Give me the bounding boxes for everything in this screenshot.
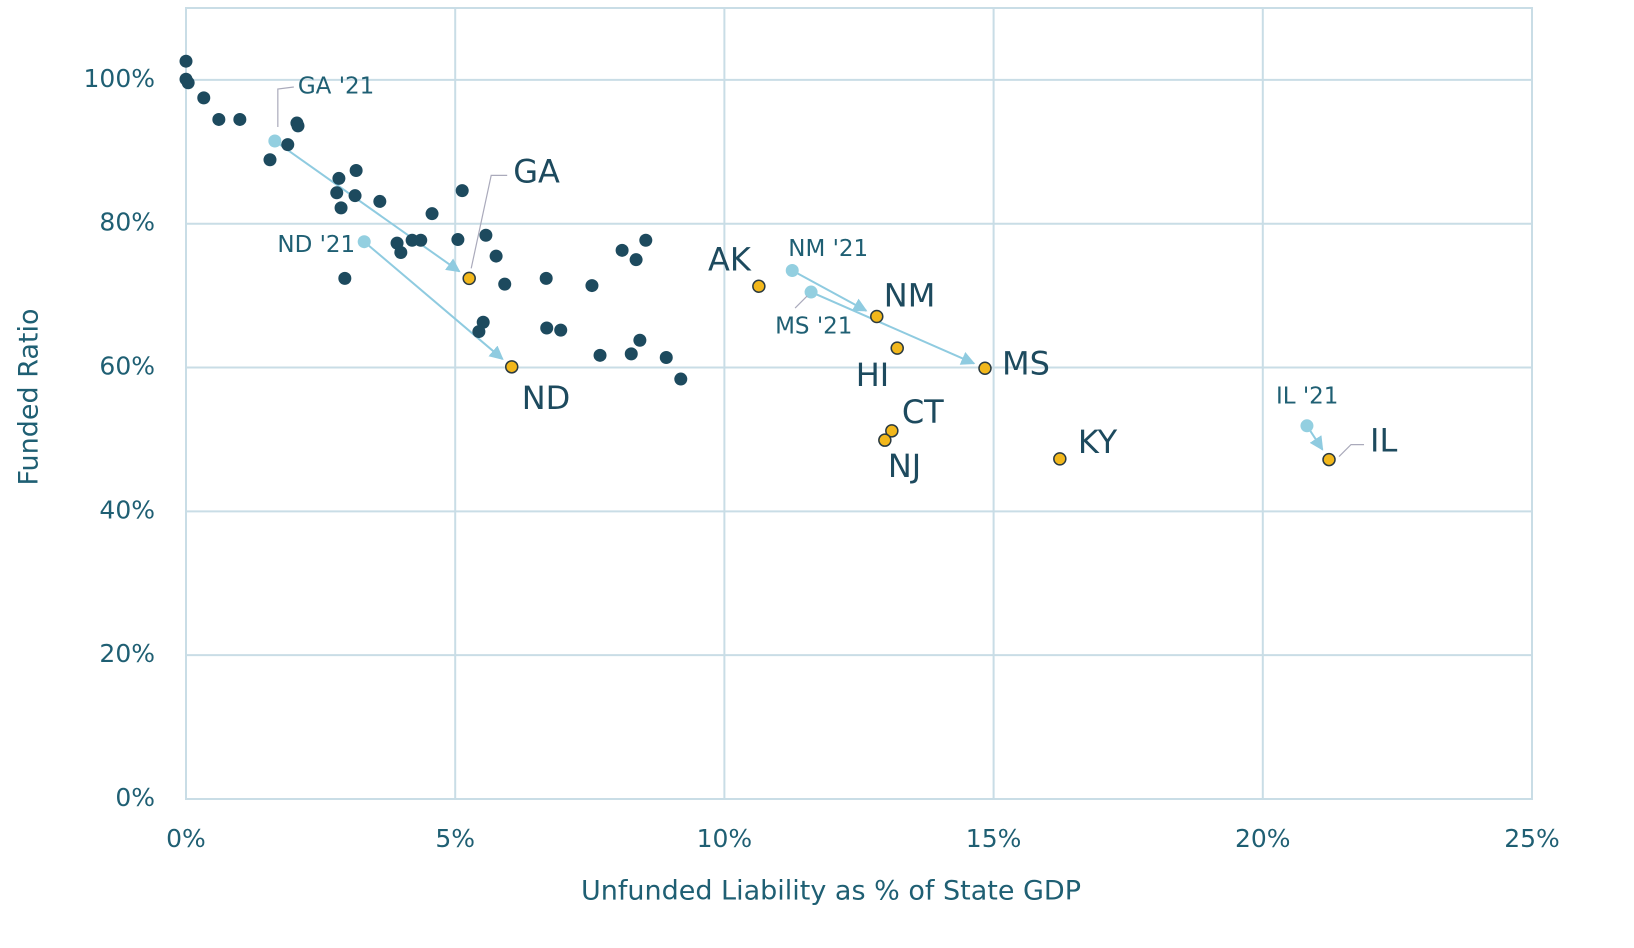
point: [472, 325, 486, 339]
point: [425, 207, 439, 221]
point: [615, 243, 629, 257]
highlight-point: [890, 341, 904, 355]
x-tick-label: 10%: [697, 824, 753, 853]
x-axis-title: Unfunded Liability as % of State GDP: [581, 876, 1081, 907]
point: [479, 228, 493, 242]
point: [659, 350, 673, 364]
point: [179, 54, 193, 68]
x-tick-label: 15%: [966, 824, 1022, 853]
point: [414, 233, 428, 247]
highlight-label: MS: [1002, 344, 1050, 382]
highlight-point: [885, 424, 899, 438]
x-tick-label: 25%: [1504, 824, 1560, 853]
point: [540, 321, 554, 335]
y-axis-title: Funded Ratio: [14, 308, 45, 485]
highlight-label: KY: [1078, 423, 1118, 461]
highlight-label: AK: [708, 240, 752, 278]
change-arrow: [368, 244, 504, 360]
leader-line: [1338, 443, 1365, 458]
prior-label: IL '21: [1276, 383, 1339, 409]
y-tick-label: 80%: [99, 208, 155, 237]
point: [674, 372, 688, 386]
point: [585, 279, 599, 293]
leader-line: [470, 174, 508, 269]
y-tick-label: 100%: [84, 64, 155, 93]
point: [373, 194, 387, 208]
highlight-label: CT: [902, 393, 944, 431]
point: [212, 112, 226, 126]
point: [233, 112, 247, 126]
y-tick-label: 60%: [99, 352, 155, 381]
prior-label: GA '21: [298, 74, 374, 100]
highlight-point: [1322, 452, 1336, 467]
point: [338, 271, 352, 285]
highlight-label: IL: [1370, 422, 1397, 460]
highlight-label: GA: [513, 152, 560, 190]
point: [291, 119, 305, 133]
leader-line: [277, 86, 294, 128]
change-arrow: [816, 293, 976, 365]
point: [348, 189, 362, 203]
point: [332, 171, 346, 185]
point: [554, 323, 568, 337]
highlight-point: [870, 309, 884, 324]
prior-point: [357, 235, 371, 249]
prior-point: [268, 134, 282, 148]
point: [334, 201, 348, 215]
highlight-point: [1053, 452, 1067, 466]
x-tick-label: 0%: [166, 824, 206, 853]
point: [281, 138, 295, 152]
point: [263, 153, 277, 167]
prior-point: [785, 263, 799, 277]
point: [394, 245, 408, 259]
change-arrow: [279, 143, 461, 273]
point: [455, 184, 469, 198]
x-tick-label: 5%: [435, 824, 475, 853]
highlight-label: ND: [522, 379, 571, 417]
prior-label: NM '21: [788, 236, 868, 262]
point: [593, 348, 607, 362]
highlight-point: [462, 271, 476, 286]
prior-point: [1300, 419, 1314, 433]
prior-label: MS '21: [775, 314, 852, 340]
point: [498, 277, 512, 291]
highlight-point: [978, 361, 992, 376]
point: [181, 76, 195, 90]
y-tick-label: 20%: [99, 639, 155, 668]
point: [629, 253, 643, 267]
change-arrow: [797, 272, 868, 312]
point: [197, 91, 211, 105]
point: [349, 164, 363, 178]
highlight-label: NJ: [888, 447, 921, 485]
y-tick-label: 0%: [115, 783, 155, 812]
y-tick-label: 40%: [99, 495, 155, 524]
point: [539, 271, 553, 285]
highlight-label: HI: [856, 356, 890, 394]
prior-label: ND '21: [277, 232, 355, 258]
leader-line: [794, 295, 808, 309]
point: [330, 186, 344, 200]
point: [489, 249, 503, 263]
change-arrow: [1309, 430, 1324, 451]
prior-point: [804, 285, 818, 299]
highlight-point: [878, 433, 892, 447]
point: [633, 333, 647, 347]
highlight-label: NM: [884, 276, 936, 314]
highlight-point: [504, 360, 519, 374]
point: [639, 233, 653, 247]
x-tick-label: 20%: [1235, 824, 1291, 853]
point: [624, 347, 638, 361]
point: [451, 233, 465, 247]
highlight-point: [752, 279, 766, 294]
